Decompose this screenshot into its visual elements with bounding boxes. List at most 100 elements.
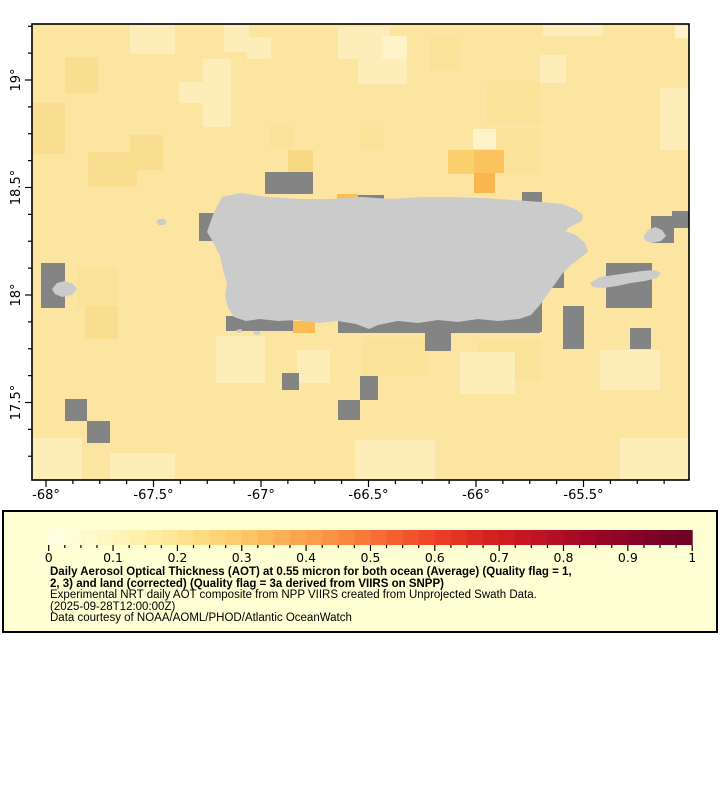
x-tick-label: -67.5° xyxy=(133,488,173,503)
colorbar-segment xyxy=(450,530,468,545)
colorbar-segment xyxy=(290,530,307,545)
colorbar-segment xyxy=(193,530,211,545)
missing-data-cell xyxy=(65,399,87,421)
colorbar-segment xyxy=(80,530,98,545)
colorbar-segment xyxy=(209,530,227,545)
ocean-aot-cell xyxy=(487,81,540,124)
colorbar-segment xyxy=(129,530,146,545)
legend-text-block: Daily Aerosol Optical Thickness (AOT) at… xyxy=(50,566,708,625)
ocean-aot-cell xyxy=(358,59,407,84)
ocean-aot-cell xyxy=(363,338,428,376)
colorbar-segment xyxy=(434,530,452,545)
colorbar-tick-label: 0.5 xyxy=(361,550,381,565)
colorbar-segment xyxy=(660,530,677,545)
ocean-aot-cell xyxy=(130,135,163,170)
colorbar-segment xyxy=(499,530,516,545)
ocean-aot-cell xyxy=(88,152,137,187)
ocean-aot-cell xyxy=(65,57,98,93)
land-vieques xyxy=(590,270,661,288)
colorbar-segment xyxy=(547,530,564,545)
land-islet-1 xyxy=(236,329,243,333)
colorbar-segment xyxy=(241,530,259,545)
ocean-aot-cell xyxy=(216,336,265,383)
aot-map-panel: -68° -67.5° -67° -66.5° -66° -65.5° 19° 18.5° 18… xyxy=(9,23,690,503)
ocean-aot-cell xyxy=(360,127,384,149)
missing-data-cell xyxy=(282,373,299,390)
colorbar-tick-label: 0.2 xyxy=(167,550,187,565)
ocean-aot-cell xyxy=(474,150,504,173)
ocean-aot-cell xyxy=(430,38,460,70)
colorbar-segment xyxy=(531,530,548,545)
colorbar-tick-label: 0.8 xyxy=(554,550,574,565)
ocean-aot-cell xyxy=(620,438,689,480)
colorbar-segment xyxy=(483,530,500,545)
colorbar-segment xyxy=(563,530,581,545)
colorbar-tick-label: 1 xyxy=(688,550,696,565)
x-tick-label: -66.5° xyxy=(348,488,388,503)
legend-title-line1: Daily Aerosol Optical Thickness (AOT) at… xyxy=(50,566,572,578)
colorbar-segment xyxy=(225,530,243,545)
y-tick-label: 18.5° xyxy=(9,170,24,205)
ocean-aot-cell xyxy=(338,27,390,59)
colorbar-segment xyxy=(579,530,597,545)
x-tick-label: -66° xyxy=(462,488,490,503)
colorbar-tick-label: 0 xyxy=(45,550,53,565)
ocean-aot-cell xyxy=(288,150,313,174)
land-mona xyxy=(52,281,77,297)
ocean-aot-cell xyxy=(224,24,249,52)
land-puerto-rico xyxy=(207,193,588,329)
ocean-aot-cell xyxy=(179,82,204,103)
colorbar-segment xyxy=(515,530,532,545)
ocean-aot-cell xyxy=(337,194,358,201)
ocean-aot-cell xyxy=(660,88,689,150)
land-islet-2 xyxy=(253,331,261,335)
missing-data-cell xyxy=(563,306,584,349)
colorbar-segment xyxy=(611,530,629,545)
ocean-aot-cell xyxy=(297,350,330,383)
colorbar-segment xyxy=(273,530,291,545)
land-desecheo xyxy=(156,219,167,225)
missing-data-cell xyxy=(265,172,313,194)
colorbar-segment xyxy=(96,530,114,545)
legend-box: 0 0.1 0.2 0.3 0.4 0.5 0.6 0.7 0.8 0.9 1 Daily Aero… xyxy=(2,510,718,633)
ocean-aot-cell xyxy=(460,352,515,394)
ocean-aot-cell xyxy=(130,24,175,54)
colorbar-segment xyxy=(676,530,693,545)
ocean-aot-cell xyxy=(382,36,407,59)
colorbar-segment xyxy=(177,530,194,545)
map-border xyxy=(31,23,690,481)
ocean-aot-cell xyxy=(474,173,495,193)
legend-credit: Data courtesy of NOAA/AOML/PHOD/Atlantic… xyxy=(50,612,352,625)
colorbar-segment xyxy=(466,530,484,545)
colorbar-segment xyxy=(113,530,130,545)
ocean-aot-cell xyxy=(448,150,474,174)
colorbar-segment xyxy=(322,530,339,545)
missing-data-cell xyxy=(630,328,651,349)
ocean-aot-cell xyxy=(85,306,118,339)
colorbar-segment xyxy=(402,530,420,545)
y-tick-label: 17.5° xyxy=(9,385,24,420)
ocean-aot-cell xyxy=(32,103,65,154)
colorbar-tick-label: 0.7 xyxy=(489,550,509,565)
colorbar-tick-label: 0.1 xyxy=(103,550,123,565)
land-culebra xyxy=(643,227,666,243)
legend-timestamp: (2025-09-28T12:00:00Z) xyxy=(50,600,176,613)
ocean-aot-cell xyxy=(600,350,660,390)
ocean-aot-cell xyxy=(543,24,603,36)
missing-data-cell xyxy=(672,211,689,228)
ocean-aot-cell xyxy=(473,129,497,149)
colorbar-ticks xyxy=(48,545,693,551)
y-tick-label: 18° xyxy=(9,283,24,306)
colorbar-segment xyxy=(257,530,275,545)
colorbar-segment xyxy=(595,530,613,545)
colorbar-segment xyxy=(338,530,355,545)
ocean-aot-cell xyxy=(675,26,689,38)
ocean-aot-cell xyxy=(355,440,435,480)
ocean-aot-cell xyxy=(293,321,315,333)
axis-ticks xyxy=(25,25,665,487)
colorbar-segment xyxy=(306,530,323,545)
colorbar-segment xyxy=(418,530,436,545)
missing-data-cell xyxy=(87,421,110,443)
x-tick-label: -68° xyxy=(32,488,60,503)
